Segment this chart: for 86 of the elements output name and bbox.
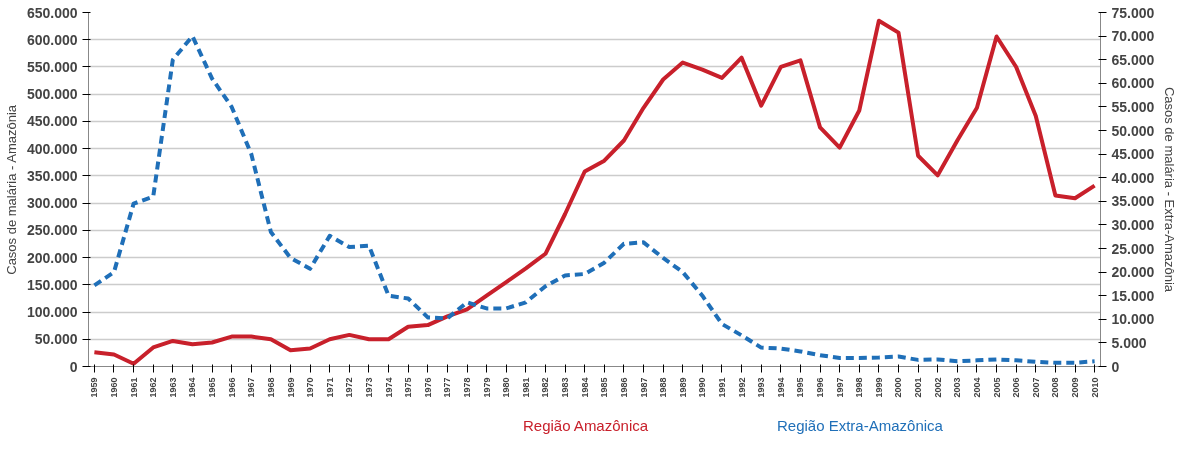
x-tick-label: 1997 [834,377,845,398]
x-tick-label: 1959 [89,377,100,398]
y-tick-label: 100.000 [26,304,78,321]
y2-tick-label: 55.000 [1111,98,1155,115]
y-tick-label: 500.000 [26,86,78,103]
x-tick-label: 1981 [520,377,531,398]
x-tick-label: 1979 [481,377,492,398]
x-tick-label: 1996 [815,377,826,398]
y2-tick-label: 15.000 [1111,287,1155,304]
y2-tick-label: 65.000 [1111,51,1155,68]
y2-tick-label: 70.000 [1111,28,1155,45]
x-tick-label: 1962 [148,377,159,398]
y-axis-title: Casos de malária - Amazônia [3,104,19,275]
x-tick-label: 1963 [167,377,178,398]
x-tick-label: 1965 [207,377,218,398]
y-tick-label: 350.000 [26,167,78,184]
x-tick-label: 1968 [265,377,276,398]
x-tick-label: 2009 [1070,377,1080,398]
y2-tick-label: 5.000 [1111,334,1147,351]
y-tick-label: 450.000 [26,113,78,130]
x-tick-label: 2005 [991,377,1002,398]
x-tick-label: 1975 [403,377,414,398]
y-tick-label: 0 [69,358,78,375]
x-tick-label: 1977 [442,377,453,398]
y2-tick-label: 0 [1111,358,1120,375]
y2-tick-label: 50.000 [1111,122,1155,139]
x-tick-label: 1984 [579,377,590,398]
y2-tick-label: 75.000 [1111,4,1155,21]
y-tick-label: 250.000 [26,222,78,239]
x-tick-label: 1990 [697,377,708,398]
y2-axis-title: Casos de malária - Extra-Amazônia [1162,86,1178,293]
x-tick-label: 1972 [344,377,355,398]
y-tick-label: 150.000 [26,276,78,293]
x-tick-label: 1988 [658,377,669,398]
y2-tick-label: 20.000 [1111,264,1155,281]
x-tick-label: 1992 [736,377,747,398]
y-tick-label: 550.000 [26,58,78,75]
x-tick-label: 1970 [305,377,316,398]
x-tick-label: 1961 [128,377,139,398]
x-tick-label: 1973 [363,377,374,398]
x-tick-label: 2003 [952,377,963,398]
x-tick-label: 2002 [932,377,943,398]
x-tick-label: 1960 [109,377,119,398]
x-tick-label: 2004 [971,377,982,398]
x-tick-label: 2010 [1089,377,1100,398]
text: Região Amazônica [523,416,649,434]
x-tick-label: 1969 [285,377,296,398]
x-tick-label: 2000 [893,377,904,398]
y2-tick-label: 30.000 [1111,216,1155,233]
x-tick-label: 1976 [422,377,433,398]
x-tick-label: 1983 [560,377,571,398]
x-tick-label: 1999 [873,377,884,398]
y-tick-label: 50.000 [34,331,78,348]
y-tick-label: 400.000 [26,140,78,157]
x-tick-label: 1998 [854,377,865,398]
x-tick-label: 2006 [1011,377,1022,398]
x-tick-label: 1971 [324,377,335,398]
x-tick-label: 1987 [638,377,649,398]
x-tick-label: 1985 [599,377,610,398]
x-tick-label: 2007 [1030,377,1041,398]
x-tick-label: 1989 [677,377,688,398]
x-tick-label: 2001 [913,377,924,398]
x-tick-label: 1980 [501,377,512,398]
x-tick-label: 1995 [795,377,806,398]
x-tick-label: 1991 [716,377,727,398]
x-tick-label: 1978 [462,377,473,398]
y-tick-label: 650.000 [26,4,78,21]
x-tick-label: 1974 [383,377,394,398]
y-tick-label: 200.000 [26,249,78,266]
x-tick-label: 1994 [775,377,786,398]
y2-tick-label: 35.000 [1111,193,1155,210]
x-tick-label: 1982 [540,377,551,398]
x-tick-label: 1986 [618,377,629,398]
text: Região Extra-Amazônica [777,416,943,434]
x-tick-label: 2008 [1050,377,1061,398]
y-tick-label: 300.000 [26,195,78,212]
x-tick-label: 1966 [226,377,237,398]
x-tick-label: 1964 [187,377,198,398]
x-tick-label: 1993 [756,377,767,398]
x-tick-label: 1967 [246,377,257,398]
y2-tick-label: 10.000 [1111,311,1155,328]
y-tick-label: 600.000 [26,31,78,48]
y2-tick-label: 60.000 [1111,75,1155,92]
y2-tick-label: 25.000 [1111,240,1155,257]
y2-tick-label: 40.000 [1111,169,1155,186]
y2-tick-label: 45.000 [1111,146,1155,163]
